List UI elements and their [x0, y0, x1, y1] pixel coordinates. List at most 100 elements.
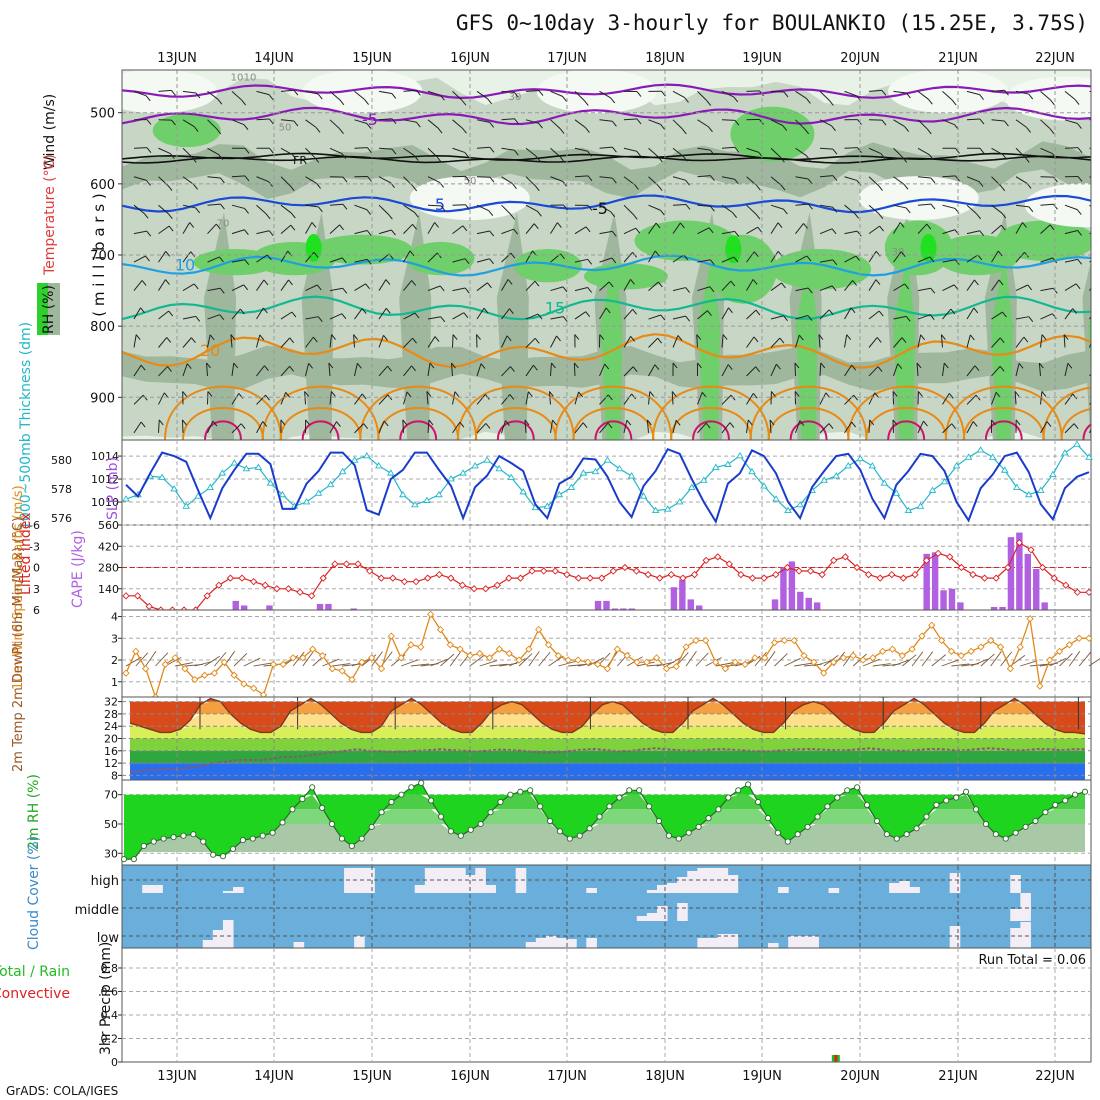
li-marker [133, 592, 142, 600]
wind-barb [427, 285, 441, 292]
wind-barb [795, 287, 809, 292]
li-marker [435, 570, 443, 579]
wind-barb [329, 147, 343, 155]
rh2m-marker [616, 794, 623, 801]
wind-marker [269, 660, 278, 669]
wind-barb-flag [451, 362, 456, 369]
isotherm-label: 15 [545, 298, 565, 317]
wind-marker [888, 645, 897, 653]
wind-barb-flag [361, 393, 367, 400]
wind-barb [770, 363, 777, 377]
cape-bar [679, 579, 686, 610]
wind-barb-flag [685, 179, 690, 186]
rh2m-marker [923, 813, 930, 820]
wind-marker [1036, 682, 1044, 690]
upper-air-y-label: ( m i l l i b a r s ) [90, 193, 108, 316]
wind-barb-flag [976, 213, 982, 220]
li-marker [551, 567, 559, 575]
li-marker [714, 553, 722, 561]
surface-isotherm [301, 420, 340, 440]
wind-barb-flag [193, 283, 199, 290]
wind-barb [599, 257, 612, 263]
wind-barb-flag [440, 316, 446, 323]
wind-barb-flag [635, 227, 641, 234]
wind-marker [436, 625, 445, 634]
li-marker [215, 581, 223, 589]
wind-barb [893, 251, 902, 263]
wind-barb-flag [832, 206, 838, 213]
li-marker [853, 563, 861, 572]
wind-barb [795, 334, 800, 348]
rh-dry-pocket [122, 70, 218, 114]
date-label: 14JUN [254, 1069, 294, 1084]
wind-barb-flag [533, 223, 539, 229]
wind-barb-flag [366, 123, 372, 129]
wind-barb [410, 663, 429, 667]
wind-barb [646, 419, 649, 433]
wind-barb-flag [1094, 335, 1098, 340]
wind-barb [158, 204, 169, 215]
wind-marker [191, 675, 199, 684]
wind-barb-flag [1077, 259, 1083, 265]
wind-barb [868, 392, 876, 405]
wind-barb [868, 366, 879, 377]
wind-barb-flag [732, 212, 738, 218]
wind-marker [613, 645, 621, 653]
wind-barb-flag [383, 334, 388, 341]
precip-axis-label: 3hr Precip (mm) [98, 942, 114, 1055]
li-marker [180, 606, 188, 610]
wind-barb-flag [1038, 362, 1044, 369]
thickness-marker [1049, 470, 1057, 478]
wind-barb [1015, 316, 1029, 320]
wind-barb [746, 366, 757, 377]
precip-convective-label: Convective [0, 986, 70, 1002]
rh2m-marker [457, 832, 464, 839]
wind-barb [182, 119, 195, 127]
wind-barb [371, 651, 383, 667]
wind-barb-flag [317, 93, 323, 100]
wind-barb [672, 254, 685, 263]
cloud-bar [414, 885, 426, 893]
wind-barb [940, 334, 943, 348]
thickness-marker [230, 459, 239, 466]
thickness-series [122, 440, 1093, 514]
wind-barb [1040, 391, 1043, 405]
wind-barb-flag [654, 250, 660, 257]
wind-barb-flag [929, 314, 935, 320]
wind-marker [495, 645, 504, 653]
wind-barb-flag [219, 314, 225, 321]
temp-grid [122, 697, 1091, 780]
wind-barb-flag [291, 154, 297, 160]
wind-barb-flag [905, 207, 911, 214]
wind-barb [819, 423, 830, 434]
wind-marker [446, 641, 454, 649]
wind-barb-flag [528, 391, 533, 397]
wind-marker [132, 647, 140, 655]
wind-barb [550, 90, 563, 97]
wind-barb-flag [216, 128, 222, 135]
li-marker [1038, 563, 1047, 572]
li-marker [458, 581, 467, 589]
wind-barb [329, 203, 344, 206]
wind-barb [256, 230, 270, 235]
wind-barb [133, 280, 143, 291]
li-marker [934, 549, 942, 557]
thickness-marker [338, 467, 347, 475]
wind-barb-flag [903, 184, 909, 190]
wind-barb [746, 279, 754, 291]
wind-barb-flag [828, 423, 834, 429]
wind-barb-flag [928, 154, 934, 160]
wind-barb [784, 657, 801, 667]
wind-barb [501, 366, 511, 377]
li-marker [946, 553, 954, 561]
wind-barb-flag [146, 230, 152, 237]
li-marker [145, 602, 153, 610]
wind-barb [231, 119, 245, 126]
wind-barb-flag [612, 177, 617, 184]
wind-barb [844, 307, 852, 320]
wind-barb [844, 394, 855, 405]
wind-barb-flag [654, 364, 660, 370]
wind-barb-flag [317, 316, 323, 323]
